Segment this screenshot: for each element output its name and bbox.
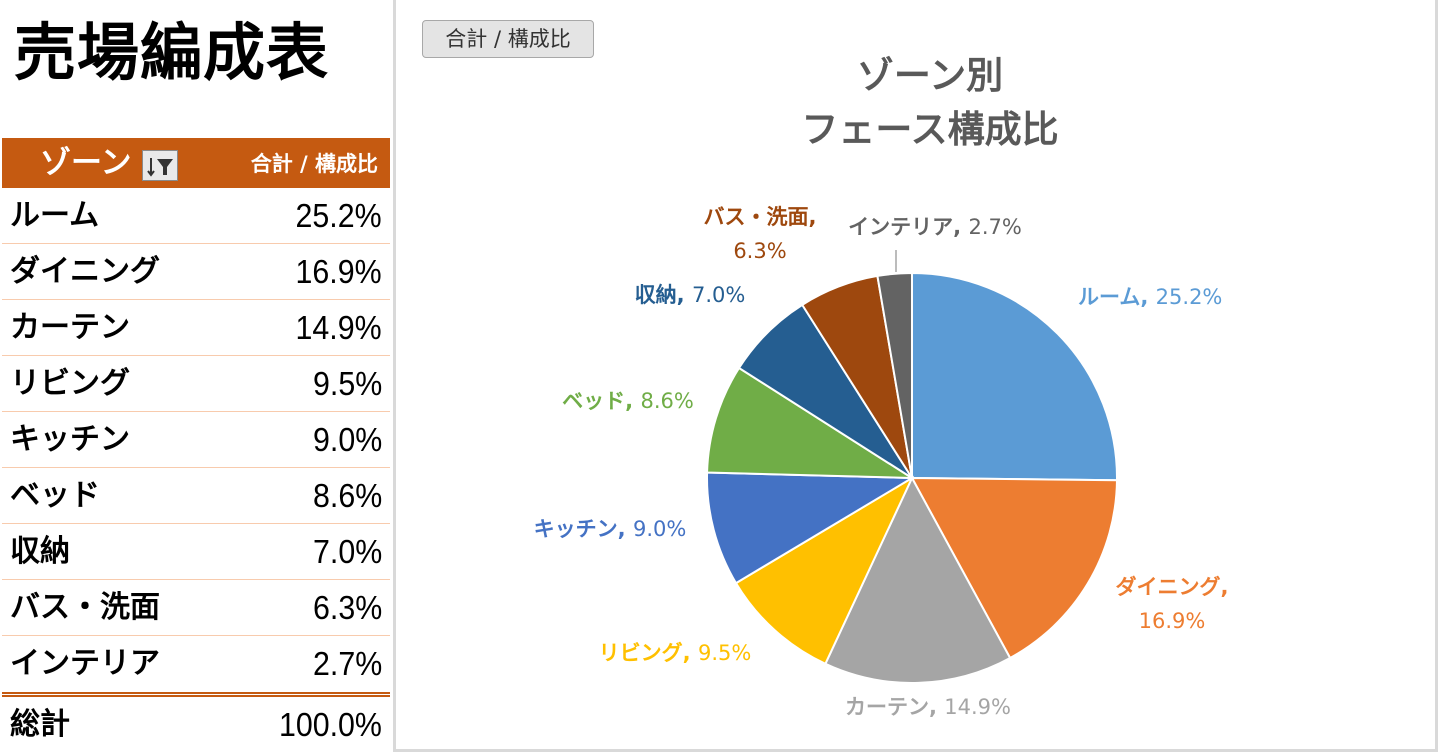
data-label-4: リビング, 9.5%	[599, 641, 752, 665]
grand-total-value: 100.0%	[279, 706, 382, 743]
grand-total-label: 総計	[10, 707, 70, 742]
table-row[interactable]: バス・洗面 6.3%	[2, 580, 390, 636]
data-label-6: ベッド, 8.6%	[562, 389, 694, 413]
pie-slice-6[interactable]	[706, 366, 916, 480]
value-field-button[interactable]: 合計 / 構成比	[422, 20, 594, 58]
pivot-table: ゾーン 合計 / 構成比 ルーム 25.2% ダイニング 16.9% カーテン 14.…	[2, 138, 390, 753]
filter-sort-icon[interactable]	[142, 150, 178, 181]
data-label-9: インテリア, 2.7%	[848, 215, 1022, 239]
row-label: ルーム	[10, 198, 100, 233]
chart-title-line-2: フェース構成比	[801, 108, 1058, 151]
table-row[interactable]: ベッド 8.6%	[2, 468, 390, 524]
grand-total-row[interactable]: 総計 100.0%	[2, 692, 390, 753]
pie-slice-9[interactable]	[876, 271, 913, 479]
row-value: 7.0%	[312, 533, 382, 570]
pivot-header: ゾーン 合計 / 構成比	[2, 138, 390, 188]
row-value: 16.9%	[295, 253, 382, 290]
row-value: 9.5%	[312, 365, 382, 402]
row-label: インテリア	[10, 646, 160, 681]
row-value: 14.9%	[295, 309, 382, 346]
data-label-8: バス・洗面, 6.3%	[704, 205, 817, 263]
row-label: リビング	[10, 366, 130, 401]
data-label-1: ルーム, 25.2%	[1078, 285, 1222, 309]
row-label: 収納	[10, 534, 70, 569]
table-row[interactable]: インテリア 2.7%	[2, 636, 390, 692]
row-label: バス・洗面	[10, 590, 160, 625]
row-value: 2.7%	[312, 645, 382, 682]
pie-slice-1[interactable]	[911, 271, 1118, 482]
table-row[interactable]: ルーム 25.2%	[2, 188, 390, 244]
row-value: 8.6%	[312, 477, 382, 514]
data-label-2: ダイニング, 16.9%	[1116, 575, 1229, 633]
row-value: 9.0%	[312, 421, 382, 458]
pivot-rows: ルーム 25.2% ダイニング 16.9% カーテン 14.9% リビング 9.5% キ…	[2, 188, 390, 692]
row-value: 6.3%	[312, 589, 382, 626]
data-label-7: 収納, 7.0%	[635, 283, 746, 307]
pie-slice-5[interactable]	[706, 471, 916, 585]
row-label: ダイニング	[10, 254, 160, 289]
value-column-header: 合計 / 構成比	[250, 152, 378, 176]
table-row[interactable]: 収納 7.0%	[2, 524, 390, 580]
row-label: キッチン	[10, 422, 130, 457]
table-row[interactable]: リビング 9.5%	[2, 356, 390, 412]
table-row[interactable]: ダイニング 16.9%	[2, 244, 390, 300]
row-label: カーテン	[10, 310, 130, 345]
table-row[interactable]: キッチン 9.0%	[2, 412, 390, 468]
page-title: 売場編成表	[14, 16, 330, 89]
pie-slice-2[interactable]	[910, 476, 1119, 660]
zone-column-header[interactable]: ゾーン	[40, 145, 132, 181]
pivot-table-panel: 売場編成表 ゾーン 合計 / 構成比 ルーム 25.2% ダイニング 16.9% カ…	[0, 0, 392, 756]
row-value: 25.2%	[295, 197, 382, 234]
row-label: ベッド	[10, 478, 100, 513]
data-label-5: キッチン, 9.0%	[534, 517, 687, 541]
data-label-3: カーテン, 14.9%	[845, 695, 1011, 719]
table-row[interactable]: カーテン 14.9%	[2, 300, 390, 356]
chart-title-line-1: ゾーン別	[857, 54, 1003, 97]
pie-slice-4[interactable]	[734, 475, 915, 666]
pie-slice-3[interactable]	[824, 475, 1012, 684]
